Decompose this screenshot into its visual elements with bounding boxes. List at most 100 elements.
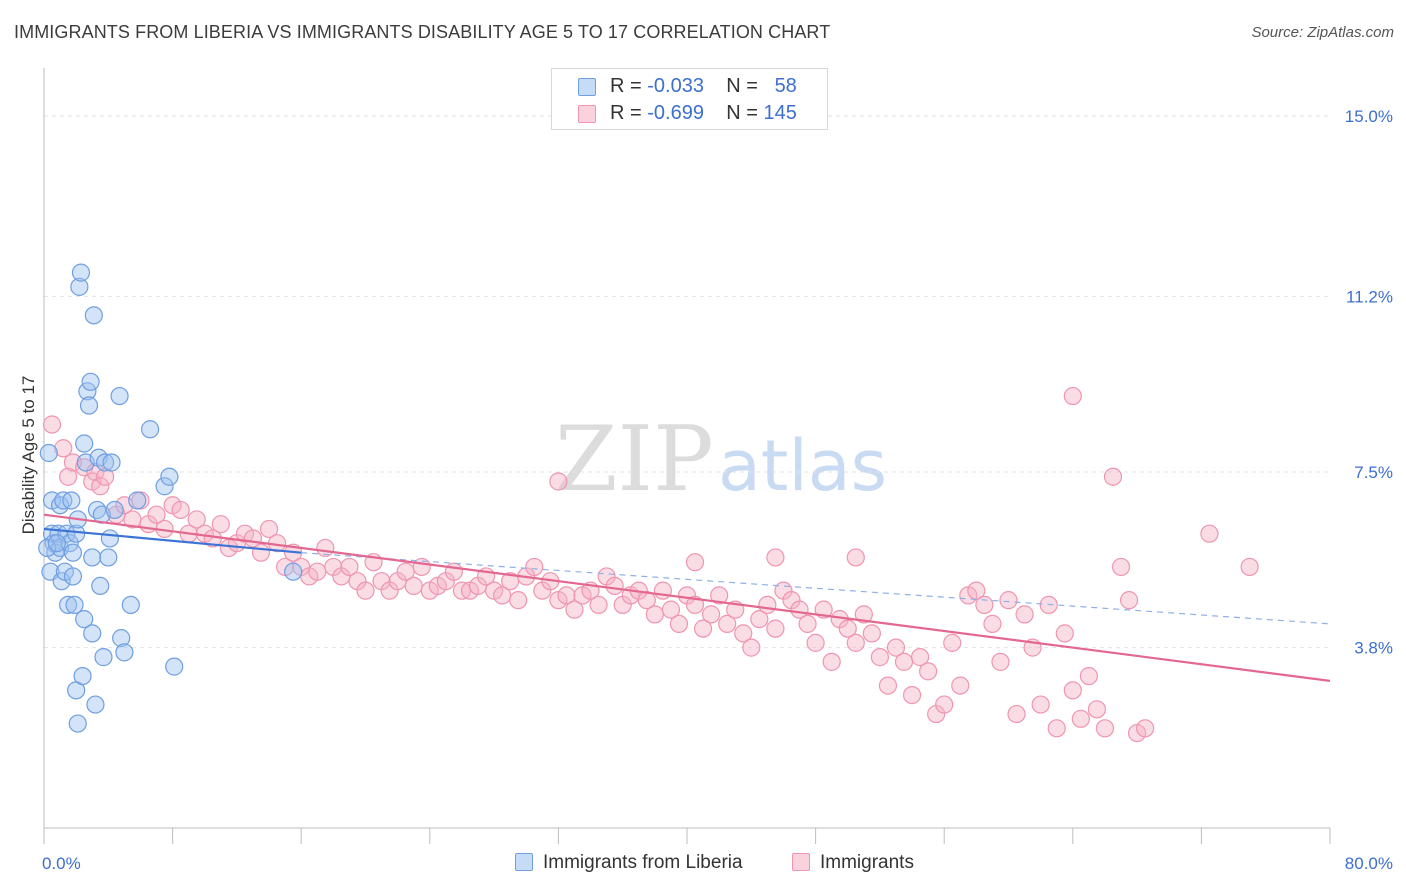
x-tick-label: 0.0%: [42, 854, 81, 873]
data-point: [645, 605, 664, 624]
data-point: [110, 386, 129, 406]
data-point: [693, 619, 713, 638]
data-point: [340, 557, 359, 577]
data-point: [975, 595, 994, 614]
data-point: [999, 591, 1018, 610]
legend-r-value: -0.699: [647, 102, 704, 124]
data-point: [1079, 667, 1098, 686]
data-point: [685, 595, 705, 614]
data-point: [894, 652, 914, 671]
data-point: [57, 524, 76, 543]
data-point: [75, 610, 94, 629]
data-point: [862, 624, 881, 643]
data-point: [52, 572, 71, 591]
data-point: [991, 652, 1010, 671]
data-point: [187, 510, 206, 529]
data-point: [870, 648, 890, 667]
data-point: [846, 548, 865, 567]
data-point: [63, 543, 83, 562]
data-point: [83, 624, 102, 643]
data-point: [444, 562, 464, 581]
chart-title: IMMIGRANTS FROM LIBERIA VS IMMIGRANTS DI…: [14, 22, 831, 42]
data-point: [91, 477, 110, 496]
tick-labels: 3.8% 7.5% 11.2% 15.0% 0.0% 80.0%: [42, 107, 1393, 873]
data-point: [919, 662, 938, 681]
data-point: [1095, 719, 1115, 738]
data-point: [284, 562, 303, 581]
data-point: [983, 614, 1002, 633]
data-point: [878, 676, 898, 695]
bottom-legend-immigrants: Immigrants: [792, 852, 914, 876]
data-point: [750, 610, 769, 629]
data-point: [854, 605, 873, 624]
bottom-legend-swatch-liberia: [515, 853, 533, 871]
data-point: [84, 306, 103, 325]
data-point: [685, 553, 705, 572]
y-axis-label: Disability Age 5 to 17: [19, 376, 38, 535]
data-point: [68, 714, 87, 733]
legend-r-label: R =: [610, 75, 642, 97]
data-point: [742, 638, 761, 657]
data-point: [766, 619, 785, 638]
data-point: [653, 581, 672, 600]
data-point: [1119, 591, 1139, 610]
data-point: [838, 619, 857, 638]
data-point: [758, 595, 777, 614]
data-point: [1111, 557, 1131, 577]
grid-lines: [44, 115, 1330, 649]
data-point: [1015, 605, 1034, 624]
data-point: [62, 491, 81, 510]
data-point: [1103, 467, 1123, 486]
data-point: [128, 491, 147, 510]
data-point: [60, 534, 79, 553]
data-point: [1240, 557, 1259, 577]
y-tick-label: 15.0%: [1345, 107, 1393, 126]
data-point: [86, 462, 105, 482]
data-point: [356, 581, 375, 600]
data-point: [86, 695, 105, 714]
data-point: [160, 467, 179, 486]
data-point: [1136, 719, 1155, 738]
data-point: [669, 614, 689, 633]
data-point: [1055, 624, 1074, 643]
bottom-legend-liberia: Immigrants from Liberia: [515, 852, 743, 876]
legend-r-value: -0.033: [647, 75, 704, 97]
data-point: [78, 382, 97, 401]
data-point: [1007, 704, 1026, 724]
data-point: [710, 586, 729, 605]
data-point: [1200, 524, 1219, 543]
legend-n-value: 58: [774, 75, 797, 97]
data-points: [38, 263, 1259, 743]
data-point: [95, 453, 115, 472]
legend-n-label: N =: [726, 75, 758, 97]
data-point: [75, 434, 94, 453]
data-point: [147, 505, 166, 524]
data-point: [121, 595, 140, 614]
data-point: [71, 263, 91, 282]
data-point: [589, 595, 608, 614]
y-tick-label: 3.8%: [1354, 639, 1393, 658]
data-point: [63, 567, 83, 586]
data-point: [509, 591, 528, 610]
data-point: [94, 648, 113, 667]
data-point: [902, 685, 922, 705]
data-point: [65, 595, 84, 614]
data-point: [525, 557, 544, 577]
data-point: [211, 515, 230, 534]
data-point: [59, 595, 78, 614]
legend-swatch-immigrants: [578, 105, 596, 123]
data-point: [886, 638, 906, 657]
data-point: [91, 576, 110, 596]
data-point: [171, 500, 190, 520]
bottom-legend-label-liberia: Immigrants from Liberia: [543, 852, 743, 873]
chart-source: Source: ZipAtlas.com: [1251, 24, 1394, 41]
legend: R = -0.033 N = 58 R = -0.699 N = 145: [551, 68, 828, 130]
data-point: [1031, 695, 1050, 714]
data-point: [1047, 719, 1066, 738]
data-point: [79, 396, 99, 415]
data-point: [766, 548, 785, 567]
data-point: [251, 543, 271, 562]
data-point: [308, 562, 327, 581]
bottom-legend-swatch-immigrants: [792, 853, 810, 871]
data-point: [1071, 709, 1090, 728]
